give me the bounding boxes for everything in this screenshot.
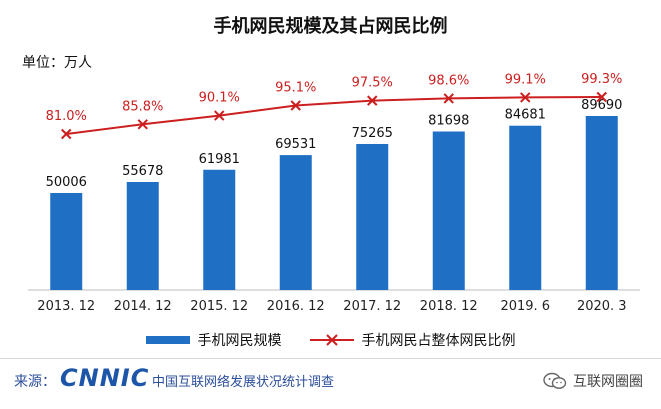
bar	[585, 116, 618, 290]
legend-bar-label: 手机网民规模	[197, 333, 282, 349]
ratio-marker	[61, 128, 72, 140]
ratio-marker	[214, 110, 225, 121]
legend-item-bar: 手机网民规模	[145, 330, 282, 350]
bar-value-label: 69531	[275, 137, 316, 152]
bar-value-label: 81698	[428, 114, 469, 129]
brand-name: 互联网圈圈	[573, 374, 643, 390]
bar	[279, 155, 312, 290]
ratio-marker	[290, 100, 301, 111]
ratio-value-label: 97.5%	[352, 76, 393, 91]
bar	[356, 143, 389, 290]
wechat-icon	[543, 372, 567, 390]
x-tick-label: 2013. 12	[37, 299, 95, 314]
legend-line-label: 手机网民占整体网民比例	[361, 333, 516, 349]
ratio-value-label: 81.0%	[46, 109, 87, 124]
unit-label: 单位：万人	[22, 55, 92, 71]
ratio-value-label: 98.6%	[428, 73, 469, 88]
x-tick-label: 2018. 12	[420, 299, 478, 314]
source-label: 来源：	[14, 374, 56, 390]
x-tick-label: 2017. 12	[343, 299, 401, 314]
footer: 来源： CNNIC 中国互联网络发展状况统计调查 互联网圈圈	[0, 358, 661, 409]
ratio-value-label: 85.8%	[122, 99, 163, 114]
bar	[126, 181, 159, 290]
chart-title: 手机网民规模及其占网民比例	[213, 16, 448, 37]
bar	[509, 125, 542, 290]
chart-legend: 手机网民规模 手机网民占整体网民比例	[0, 330, 661, 350]
ratio-value-label: 90.1%	[199, 91, 240, 106]
chart-plot: 50006 2013. 12 55678 2014. 12 61981 2015. 12 6…	[28, 72, 640, 314]
ratio-marker	[137, 119, 148, 130]
x-tick-label: 2014. 12	[114, 299, 172, 314]
legend-item-line: 手机网民占整体网民比例	[309, 330, 516, 350]
brand: 互联网圈圈	[543, 371, 643, 391]
bar-value-label: 61981	[199, 152, 240, 167]
bar-value-label: 89690	[581, 98, 622, 113]
ratio-marker	[520, 92, 531, 103]
x-tick-label: 2016. 12	[267, 299, 325, 314]
cnnic-logo: CNNIC	[60, 364, 150, 392]
ratio-line	[66, 96, 602, 135]
x-tick-label: 2020. 3	[577, 299, 627, 314]
ratio-value-label: 95.1%	[275, 80, 316, 95]
bar	[50, 192, 83, 290]
report-name: 中国互联网络发展状况统计调查	[152, 375, 335, 390]
bar-value-label: 55678	[122, 164, 163, 179]
bar	[432, 131, 465, 290]
bar	[203, 169, 236, 290]
bar-value-label: 75265	[352, 126, 393, 141]
ratio-value-label: 99.3%	[581, 72, 622, 87]
ratio-marker	[596, 91, 607, 103]
ratio-marker	[443, 93, 454, 104]
legend-line-swatch	[309, 333, 354, 347]
ratio-marker	[367, 95, 378, 106]
bar-value-label: 84681	[505, 108, 546, 123]
legend-bar-swatch	[145, 336, 190, 344]
bar-value-label: 50006	[46, 175, 87, 190]
ratio-value-label: 99.1%	[505, 72, 546, 87]
x-tick-label: 2015. 12	[190, 299, 248, 314]
x-tick-label: 2019. 6	[500, 299, 550, 314]
